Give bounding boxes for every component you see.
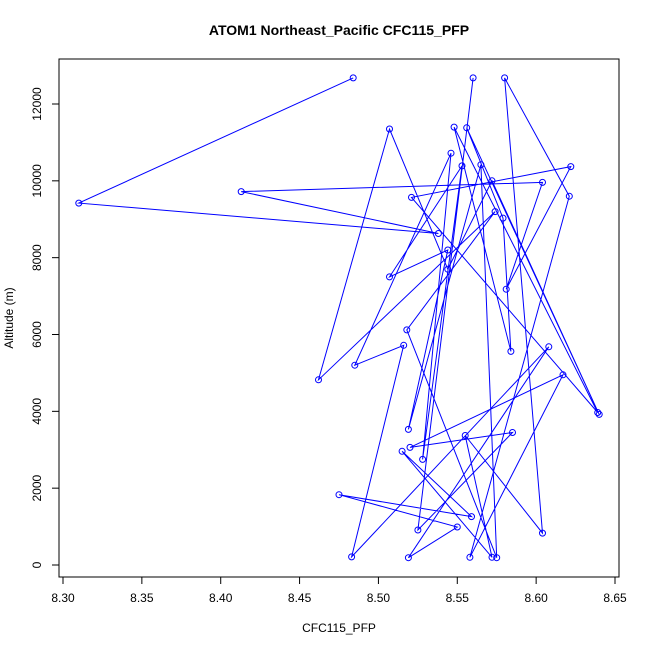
x-tick-label: 8.30 (51, 591, 75, 605)
data-point (539, 529, 546, 537)
data-point (419, 455, 427, 463)
data-point (466, 553, 474, 561)
y-tick-label: 10000 (30, 164, 44, 198)
data-point (594, 409, 602, 416)
data-point (348, 553, 356, 561)
data-point (493, 554, 501, 562)
data-point (450, 123, 458, 131)
data-point (414, 526, 422, 534)
data-point (315, 376, 322, 384)
data-point (458, 162, 466, 170)
y-tick-label: 2000 (30, 474, 44, 501)
data-point (507, 347, 515, 355)
data-point (595, 410, 603, 418)
y-axis-label: Altitude (m) (2, 287, 16, 348)
plot-frame (58, 58, 620, 578)
data-point (499, 214, 507, 222)
x-tick-label: 8.55 (446, 591, 470, 605)
data-point (567, 163, 575, 171)
data-point (351, 361, 359, 369)
y-tick-label: 12000 (30, 87, 44, 121)
data-point (447, 149, 455, 157)
data-point (463, 124, 471, 132)
x-tick-label: 8.35 (130, 591, 154, 605)
data-point (335, 491, 343, 499)
data-point (488, 177, 496, 185)
data-point (434, 230, 442, 237)
data-point (444, 246, 452, 254)
data-point (406, 443, 414, 451)
x-tick-label: 8.65 (603, 591, 627, 605)
data-point (349, 74, 357, 82)
data-point (403, 326, 411, 334)
data-point (468, 513, 475, 521)
data-point (539, 178, 546, 186)
data-point (469, 74, 477, 82)
chart-title: ATOM1 Northeast_Pacific CFC115_PFP (209, 22, 469, 38)
data-point (75, 199, 83, 207)
x-tick-label: 8.40 (209, 591, 233, 605)
data-point (509, 429, 516, 436)
x-axis-label: CFC115_PFP (302, 621, 376, 635)
data-point (502, 285, 510, 293)
data-point (398, 447, 406, 455)
data-point (404, 425, 412, 433)
x-tick-label: 8.60 (524, 591, 548, 605)
data-point (477, 161, 485, 169)
data-point (559, 371, 567, 379)
y-tick-label: 4000 (30, 398, 44, 425)
data-point (565, 192, 573, 200)
y-tick-label: 6000 (30, 321, 44, 348)
data-point (237, 188, 245, 196)
data-point (400, 341, 408, 349)
data-point (488, 553, 496, 561)
plot-area (75, 74, 603, 562)
data-point (501, 74, 509, 82)
data-point (453, 523, 461, 531)
data-point (404, 554, 412, 562)
x-tick-label: 8.45 (288, 591, 312, 605)
data-point (491, 208, 499, 216)
data-point (386, 125, 393, 133)
data-point (444, 265, 452, 273)
x-tick-label: 8.50 (367, 591, 391, 605)
data-point (408, 193, 415, 201)
data-point (386, 273, 393, 281)
series-line (76, 77, 600, 559)
data-point (545, 343, 553, 351)
axes: 8.30 8.35 8.40 8.45 8.50 8.55 8.60 8.65 0 2000 400… (30, 58, 627, 605)
y-tick-label: 0 (30, 561, 44, 568)
y-tick-label: 8000 (30, 244, 44, 271)
data-point (461, 432, 469, 439)
